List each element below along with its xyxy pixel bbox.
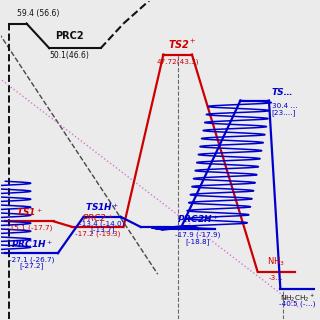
Text: TS2$^+$: TS2$^+$: [168, 37, 196, 51]
Text: TS1$^+$: TS1$^+$: [16, 206, 43, 218]
Text: 30.4 …: 30.4 …: [272, 103, 297, 109]
Text: [23.…]: [23.…]: [272, 109, 296, 116]
Text: PRC2H$^+$: PRC2H$^+$: [177, 214, 219, 225]
Text: -17.9 (-17.9): -17.9 (-17.9): [175, 232, 220, 238]
Text: NH$_3$: NH$_3$: [267, 256, 285, 268]
Text: PRC1H$^+$: PRC1H$^+$: [11, 238, 52, 250]
Text: TS…: TS…: [272, 88, 293, 97]
Text: -15.1 (-17.7): -15.1 (-17.7): [7, 225, 52, 231]
Text: TS1H$^+$: TS1H$^+$: [85, 202, 119, 213]
Text: PRC2$^+$: PRC2$^+$: [82, 212, 114, 224]
Text: -17.2 (-19.3): -17.2 (-19.3): [75, 230, 121, 236]
Text: [-18.8]: [-18.8]: [186, 238, 210, 245]
Text: -3…: -3…: [269, 275, 283, 281]
Text: 50.1(46.6): 50.1(46.6): [49, 51, 89, 60]
Text: -27.1 (-26.7): -27.1 (-26.7): [9, 256, 54, 263]
Text: [-27.2]: [-27.2]: [19, 262, 44, 269]
Text: 47.72(43.3): 47.72(43.3): [156, 59, 199, 65]
Text: [-13.7]: [-13.7]: [90, 226, 114, 233]
Text: NH$_2$CH$_2$$^+$: NH$_2$CH$_2$$^+$: [280, 293, 315, 304]
Text: 59.4 (56.6): 59.4 (56.6): [17, 9, 59, 18]
Text: PRC2: PRC2: [55, 30, 84, 41]
Text: -40.5 (-…): -40.5 (-…): [279, 301, 316, 307]
Text: -13.4 (-14.0): -13.4 (-14.0): [79, 220, 125, 227]
